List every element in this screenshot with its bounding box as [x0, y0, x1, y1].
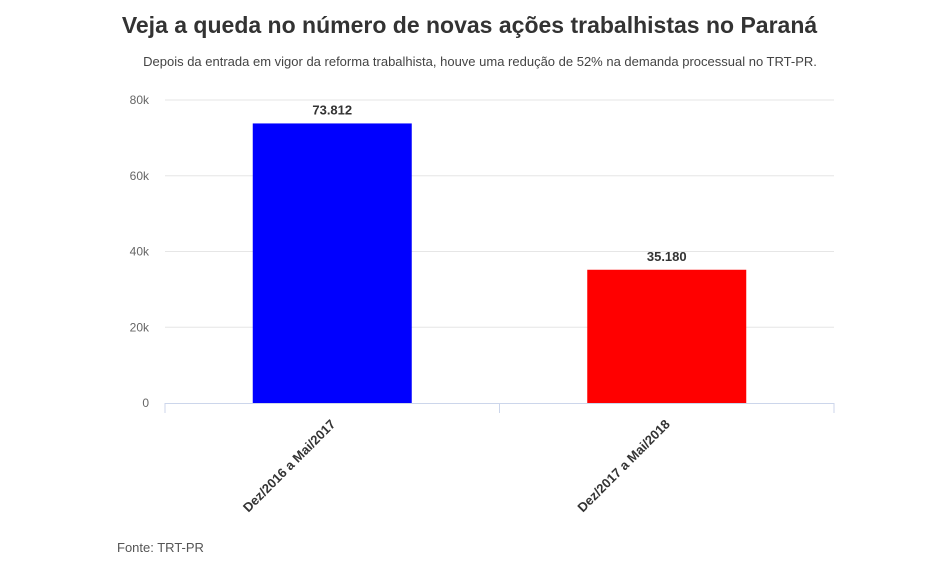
source-note: Fonte: TRT-PR [117, 540, 204, 555]
x-tick-label: Dez/2017 a Mai/2018 [574, 417, 673, 516]
data-labels: 73.812 35.180 [312, 102, 686, 263]
chart-subtitle: Depois da entrada em vigor da reforma tr… [143, 54, 817, 69]
y-tick-label: 0 [142, 396, 149, 410]
y-tick-label: 40k [130, 245, 150, 259]
y-tick-label: 80k [130, 93, 150, 107]
bar [587, 269, 747, 403]
x-axis: Dez/2016 a Mai/2017 Dez/2017 a Mai/2018 [164, 403, 835, 516]
bar [252, 123, 412, 404]
chart-title: Veja a queda no número de novas ações tr… [121, 12, 818, 38]
y-tick-label: 60k [130, 169, 150, 183]
bars [252, 123, 747, 404]
y-tick-label: 20k [130, 320, 150, 334]
x-tick-label: Dez/2016 a Mai/2017 [240, 417, 339, 516]
data-label: 73.812 [312, 102, 352, 117]
data-label: 35.180 [647, 249, 687, 264]
y-axis-tick-labels: 0 20k 40k 60k 80k [130, 93, 150, 410]
